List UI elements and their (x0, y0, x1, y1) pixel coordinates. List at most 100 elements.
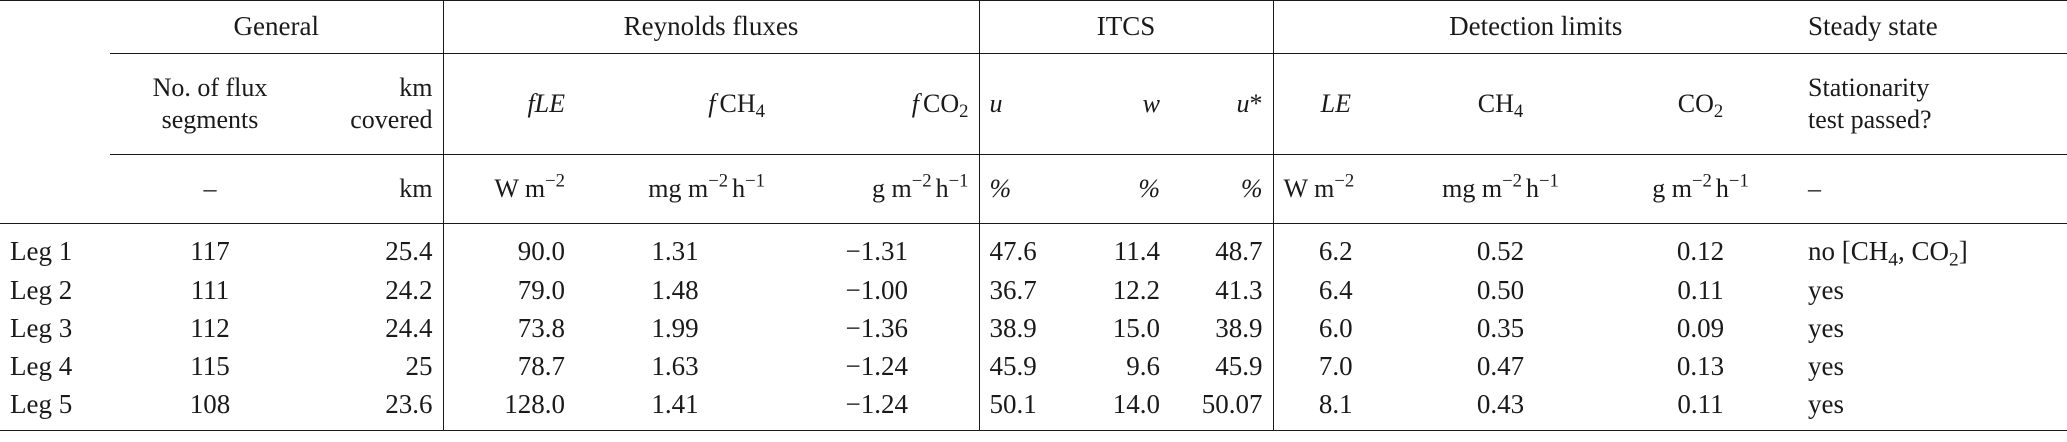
cell-km: 25.4 (385, 236, 433, 267)
cell-f-co2: −1.00 (845, 275, 908, 306)
header-km-covered: km covered (310, 53, 444, 155)
cell-detection-co2: 0.11 (1677, 275, 1724, 306)
cell-leg: Leg 3 (10, 313, 73, 344)
cell-u: 45.9 (978, 348, 1075, 386)
cell-w: 9.6 (1126, 351, 1161, 382)
cell-w: 11.4 (1113, 236, 1161, 267)
cell-km: 23.6 (310, 386, 444, 431)
group-detection-limits: Detection limits (1272, 0, 1799, 54)
cell-detection-co2: 0.09 (1676, 313, 1725, 344)
header-f-co2: f CO2 (775, 53, 980, 155)
header-stationarity-line2: test passed? (1808, 105, 1932, 134)
header-detection-co2-sub: 2 (1713, 100, 1724, 122)
unit-detection-ch4: mg m−2 h−1 (1398, 154, 1604, 224)
cell-km: 24.2 (385, 275, 433, 306)
unit-detection-ch4-base: mg m (1442, 173, 1503, 203)
unit-detection-ch4-exp1: −2 (1502, 170, 1522, 192)
cell-stationarity: yes (1798, 386, 2067, 431)
cell-km: 24.4 (385, 313, 433, 344)
cell-stationarity-text: no [CH (1808, 236, 1889, 267)
header-f-le-f: f (527, 88, 535, 118)
unit-km: km (310, 154, 444, 224)
cell-f-ch4: 1.63 (651, 351, 699, 382)
table-row: Leg 5 108 23.6 128.0 1.41 −1.24 50.1 14.… (0, 386, 2067, 431)
table-row: Leg 3 112 24.4 73.8 1.99 −1.36 38.9 15.0… (0, 310, 2067, 348)
cell-f-co2: −1.36 (845, 313, 908, 344)
cell-detection-le: 8.1 (1272, 386, 1399, 431)
cell-stationarity-mid: , CO (1898, 236, 1950, 267)
cell-w: 12.2 (1112, 275, 1161, 306)
cell-stationarity: yes (1808, 275, 1845, 306)
header-f-le-le: LE (534, 88, 566, 118)
cell-detection-ch4: 0.52 (1476, 236, 1525, 267)
cell-u-star: 38.9 (1215, 313, 1263, 344)
unit-u-star: % (1170, 154, 1274, 224)
group-reynolds-fluxes: Reynolds fluxes (442, 0, 980, 54)
cell-f-co2: −1.24 (845, 351, 908, 382)
cell-f-le: 90.0 (442, 223, 576, 272)
header-f-ch4-sub: 4 (755, 100, 766, 122)
header-km-line1: km (399, 72, 433, 102)
header-u: u (978, 53, 1075, 155)
cell-detection-co2: 0.13 (1676, 351, 1725, 382)
cell-f-le: 79.0 (442, 272, 576, 310)
cell-f-ch4: 1.48 (651, 275, 699, 306)
cell-stationarity: yes (1808, 351, 1845, 382)
cell-stationarity-sub2: 2 (1949, 249, 1959, 271)
cell-detection-le: 7.0 (1272, 348, 1399, 386)
header-f-ch4-f: f (708, 88, 716, 118)
header-detection-co2-main: CO (1677, 88, 1714, 118)
header-f-co2-sub: 2 (959, 100, 969, 122)
header-u-star-u: u (1236, 88, 1250, 118)
unit-detection-co2-base: g m (1652, 173, 1692, 203)
group-steady-state: Steady state (1798, 0, 2067, 54)
header-detection-co2: CO2 (1603, 53, 1799, 155)
table-row: Leg 2 111 24.2 79.0 1.48 −1.00 36.7 12.2… (0, 272, 2067, 310)
cell-f-le: 128.0 (442, 386, 576, 431)
unit-detection-le-base: W m (1283, 173, 1335, 203)
unit-detection-le-exp: −2 (1334, 170, 1355, 192)
cell-u-star: 50.07 (1170, 386, 1274, 431)
cell-leg: Leg 2 (10, 275, 73, 306)
header-u-star: u* (1170, 53, 1274, 155)
unit-detection-co2: g m−2 h−1 (1603, 154, 1799, 224)
cell-leg: Leg 5 (0, 386, 110, 431)
header-flux-segments-line1: No. of flux (152, 72, 268, 102)
unit-f-co2-exp2: −1 (948, 170, 969, 192)
cell-u: 38.9 (978, 310, 1075, 348)
header-detection-le: LE (1272, 53, 1399, 155)
cell-w: 14.0 (1074, 386, 1171, 431)
cell-detection-ch4: 0.35 (1476, 313, 1525, 344)
cell-leg: Leg 4 (10, 351, 73, 382)
unit-stationarity: – (1798, 154, 2067, 224)
cell-f-ch4: 1.99 (651, 313, 699, 344)
cell-u: 50.1 (978, 386, 1075, 431)
table-row: Leg 1 117 25.4 90.0 1.31 −1.31 47.6 11.4… (0, 223, 2067, 273)
subheader-row: No. of flux segments km covered fLE f CH4… (0, 53, 2067, 155)
unit-f-co2-h: h (935, 173, 949, 203)
units-row: – km W m−2 mg m−2 h−1 g m−2 h−1 % % % W m−… (0, 154, 2067, 224)
header-u-star-mark: * (1249, 88, 1263, 118)
table-row: Leg 4 115 25 78.7 1.63 −1.24 45.9 9.6 45… (0, 348, 2067, 386)
cell-u-star: 48.7 (1215, 236, 1263, 267)
header-flux-segments-line2: segments (161, 105, 259, 134)
cell-detection-ch4: 0.47 (1476, 351, 1525, 382)
cell-detection-ch4: 0.50 (1476, 275, 1525, 306)
cell-segments: 108 (110, 386, 310, 431)
corner-cell (0, 0, 110, 54)
cell-f-le: 73.8 (442, 310, 576, 348)
cell-segments: 111 (190, 275, 230, 306)
cell-km: 25 (405, 351, 433, 382)
unit-u: % (978, 154, 1075, 224)
cell-detection-co2: 0.12 (1676, 236, 1725, 267)
cell-detection-le: 6.2 (1272, 223, 1399, 272)
unit-f-co2-exp1: −2 (911, 170, 932, 192)
unit-f-ch4-base: mg m (648, 173, 709, 203)
cell-stationarity: no [CH4, CO2] (1798, 224, 2067, 273)
unit-f-ch4-exp2: −1 (745, 170, 766, 192)
subheader-leg-empty (0, 54, 110, 155)
unit-detection-ch4-exp2: −1 (1539, 170, 1559, 192)
cell-f-le: 78.7 (442, 348, 576, 386)
header-detection-ch4-sub: 4 (1513, 100, 1524, 122)
